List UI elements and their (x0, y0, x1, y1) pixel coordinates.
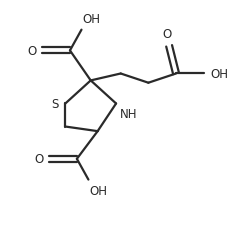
Text: NH: NH (120, 107, 137, 120)
Text: S: S (51, 97, 59, 110)
Text: O: O (34, 153, 44, 166)
Text: OH: OH (83, 13, 101, 26)
Text: OH: OH (211, 68, 229, 81)
Text: O: O (27, 45, 36, 58)
Text: OH: OH (90, 184, 108, 197)
Text: O: O (162, 28, 171, 41)
